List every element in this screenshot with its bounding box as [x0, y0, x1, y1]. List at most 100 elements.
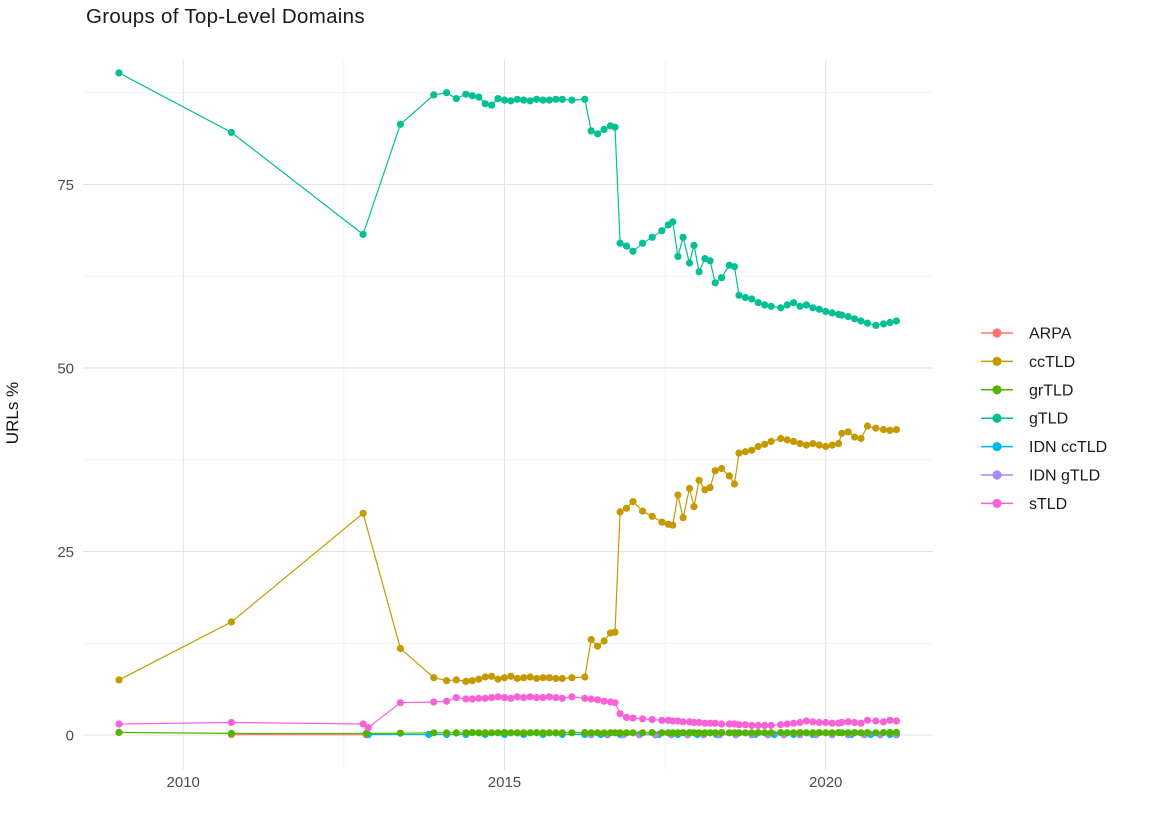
- data-point: [809, 304, 817, 312]
- data-point: [718, 464, 726, 473]
- data-point: [568, 96, 576, 104]
- data-point: [581, 729, 589, 737]
- data-point: [851, 729, 859, 737]
- data-point: [815, 305, 823, 313]
- data-point: [767, 302, 775, 310]
- data-point: [639, 715, 647, 723]
- data-point: [809, 440, 817, 448]
- series-stld: [115, 693, 901, 732]
- data-point: [443, 697, 451, 705]
- data-point: [844, 718, 852, 726]
- data-point: [611, 628, 619, 636]
- data-point: [533, 95, 541, 103]
- data-point: [730, 263, 739, 271]
- data-point: [783, 301, 791, 309]
- data-point: [828, 719, 836, 727]
- data-point: [796, 718, 804, 727]
- data-point: [658, 227, 666, 235]
- data-point: [481, 694, 489, 702]
- data-point: [533, 729, 541, 737]
- legend-label: IDN ccTLD: [1029, 439, 1107, 456]
- data-point: [430, 91, 438, 99]
- data-point: [844, 313, 852, 321]
- data-point: [611, 729, 619, 737]
- data-point: [648, 233, 656, 241]
- data-point: [802, 717, 811, 725]
- data-point: [828, 441, 836, 449]
- data-point: [872, 321, 880, 329]
- data-point: [611, 123, 619, 131]
- data-point: [796, 440, 804, 448]
- data-point: [452, 694, 460, 702]
- data-point: [526, 729, 534, 737]
- data-point: [886, 716, 894, 724]
- data-point: [851, 315, 859, 323]
- data-point: [679, 514, 687, 522]
- data-point: [822, 442, 830, 451]
- data-point: [475, 675, 483, 683]
- data-point: [741, 729, 750, 737]
- x-axis-tick-2010: 2010: [167, 774, 200, 791]
- data-point: [838, 729, 846, 737]
- data-point: [587, 695, 595, 703]
- data-point: [622, 242, 631, 250]
- data-point: [851, 433, 859, 441]
- data-point: [892, 317, 901, 325]
- data-point: [844, 729, 852, 737]
- data-point: [494, 675, 502, 683]
- series-cctld: [115, 422, 901, 686]
- data-point: [539, 96, 547, 104]
- data-point: [452, 95, 460, 103]
- legend-label: ccTLD: [1029, 354, 1075, 371]
- data-point: [886, 426, 894, 434]
- legend-item-arpa: ARPA: [981, 326, 1072, 343]
- data-point: [872, 717, 880, 725]
- data-point: [761, 301, 769, 309]
- data-point: [629, 247, 637, 255]
- data-point: [879, 426, 888, 434]
- data-point: [741, 293, 750, 302]
- data-point: [648, 512, 656, 520]
- data-point: [857, 729, 865, 737]
- data-point: [568, 693, 576, 701]
- data-point: [863, 319, 872, 327]
- series-gtld: [115, 69, 901, 329]
- y-axis-tick-0: 0: [66, 727, 74, 744]
- data-point: [539, 674, 547, 682]
- data-point: [783, 436, 791, 444]
- data-point: [594, 696, 602, 704]
- data-point: [594, 729, 602, 737]
- data-point: [718, 274, 726, 282]
- data-point: [822, 729, 830, 737]
- data-point: [674, 491, 682, 499]
- data-point: [359, 230, 367, 238]
- data-point: [488, 672, 496, 680]
- data-point: [115, 728, 123, 737]
- data-point: [735, 449, 743, 457]
- data-point: [629, 498, 637, 506]
- data-point: [616, 710, 624, 718]
- data-point: [879, 729, 888, 737]
- data-point: [594, 130, 602, 138]
- legend-key-dot: [992, 328, 1002, 338]
- data-point: [616, 508, 624, 516]
- data-point: [526, 693, 534, 701]
- data-point: [648, 716, 656, 724]
- legend-key-dot: [992, 470, 1002, 480]
- data-point: [462, 677, 470, 686]
- data-point: [587, 729, 595, 737]
- data-point: [622, 504, 631, 512]
- data-point: [685, 484, 694, 492]
- data-point: [695, 729, 703, 737]
- data-point: [735, 291, 743, 299]
- data-point: [741, 721, 750, 729]
- data-point: [513, 693, 521, 701]
- data-point: [587, 636, 595, 644]
- legend-item-cctld: ccTLD: [981, 354, 1075, 371]
- data-point: [430, 729, 438, 737]
- data-point: [513, 674, 521, 683]
- axis-tick-labels: 0 25 50 75 2010 2015 2020: [57, 177, 842, 791]
- data-point: [507, 694, 515, 702]
- data-point: [581, 694, 589, 702]
